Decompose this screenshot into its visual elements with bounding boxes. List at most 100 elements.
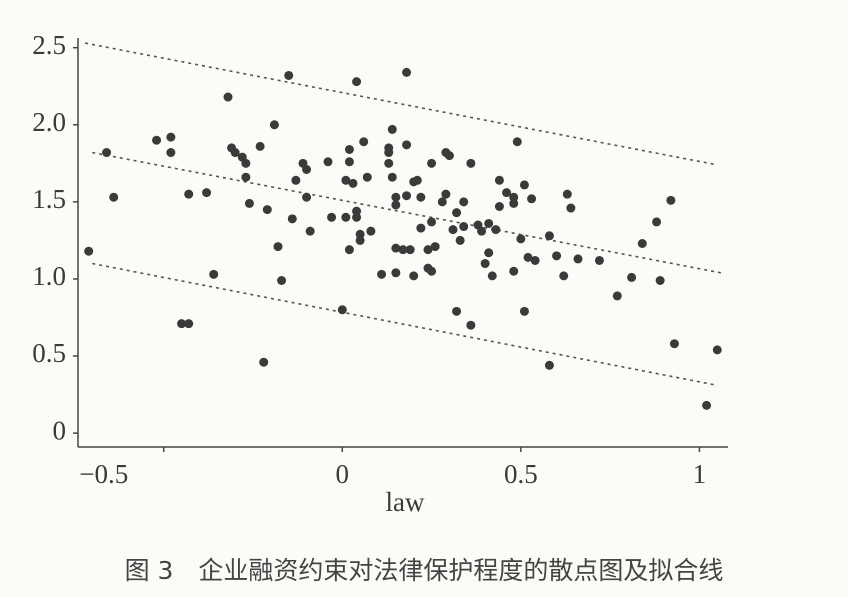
point <box>484 248 494 258</box>
point <box>166 148 176 158</box>
point <box>262 205 272 215</box>
point <box>255 141 265 151</box>
point <box>102 148 112 158</box>
point <box>359 137 369 147</box>
point <box>637 239 647 248</box>
y-tick-label: 1.0 <box>32 261 66 291</box>
point <box>566 203 576 213</box>
point <box>405 245 415 255</box>
y-tick-label: 0 <box>53 415 67 445</box>
point <box>384 158 394 168</box>
point <box>459 222 469 232</box>
point <box>427 158 437 168</box>
point <box>527 194 537 204</box>
point <box>491 225 501 235</box>
point <box>341 175 351 185</box>
point <box>384 143 394 153</box>
point <box>519 180 529 190</box>
point <box>391 192 401 202</box>
point <box>559 271 569 281</box>
point <box>402 67 412 77</box>
point <box>487 271 497 281</box>
point <box>302 192 312 202</box>
point <box>562 189 572 199</box>
point <box>291 175 301 185</box>
point <box>612 291 622 301</box>
y-tick-label: 0.5 <box>32 338 66 368</box>
point <box>273 242 283 252</box>
y-tick-label: 1.5 <box>32 184 66 214</box>
point <box>509 266 519 276</box>
point <box>344 245 354 255</box>
point <box>466 158 476 168</box>
point <box>177 319 187 329</box>
point <box>655 276 665 285</box>
point <box>341 212 351 222</box>
point <box>337 305 347 315</box>
point <box>627 272 637 282</box>
fit-line <box>92 262 718 387</box>
point <box>305 226 315 236</box>
point <box>519 306 529 316</box>
x-tick-label: −0.5 <box>79 459 128 489</box>
point <box>652 217 662 227</box>
fit-line <box>84 42 718 166</box>
point <box>202 188 212 198</box>
point <box>344 157 354 167</box>
point <box>344 144 354 154</box>
point <box>412 175 422 185</box>
point <box>544 231 554 241</box>
point <box>512 137 522 147</box>
point <box>209 269 219 279</box>
point <box>352 206 362 216</box>
point <box>452 306 462 316</box>
point <box>430 242 440 252</box>
point <box>712 345 722 355</box>
point <box>377 269 387 279</box>
point <box>409 271 419 281</box>
x-tick-label: 0 <box>336 459 350 489</box>
point <box>355 229 365 239</box>
point <box>244 198 254 208</box>
point <box>352 77 362 87</box>
point <box>466 320 476 330</box>
point <box>423 245 433 255</box>
point <box>277 276 287 285</box>
point <box>530 255 540 265</box>
point <box>391 268 401 278</box>
point <box>702 400 712 410</box>
point <box>391 200 401 210</box>
point <box>494 202 504 211</box>
point <box>444 151 454 161</box>
point <box>223 92 233 102</box>
point <box>544 360 554 370</box>
x-tick-label: 1 <box>693 459 707 489</box>
point <box>287 214 297 224</box>
point <box>402 140 412 150</box>
point <box>594 255 604 265</box>
point <box>484 218 494 228</box>
point <box>152 135 162 145</box>
point <box>387 124 397 134</box>
point <box>502 188 512 198</box>
point <box>448 225 458 235</box>
point <box>437 197 447 207</box>
point <box>184 319 194 329</box>
point <box>459 197 469 207</box>
point <box>573 254 583 264</box>
point <box>402 191 412 201</box>
point <box>416 223 426 233</box>
point <box>348 178 358 188</box>
point <box>398 245 408 255</box>
point <box>355 235 365 245</box>
point <box>387 172 397 182</box>
point <box>84 246 94 256</box>
point <box>452 208 462 218</box>
point <box>302 165 312 174</box>
point <box>366 226 376 236</box>
point <box>109 192 119 202</box>
fit-line <box>92 151 722 274</box>
point <box>523 252 533 262</box>
point <box>494 175 504 185</box>
